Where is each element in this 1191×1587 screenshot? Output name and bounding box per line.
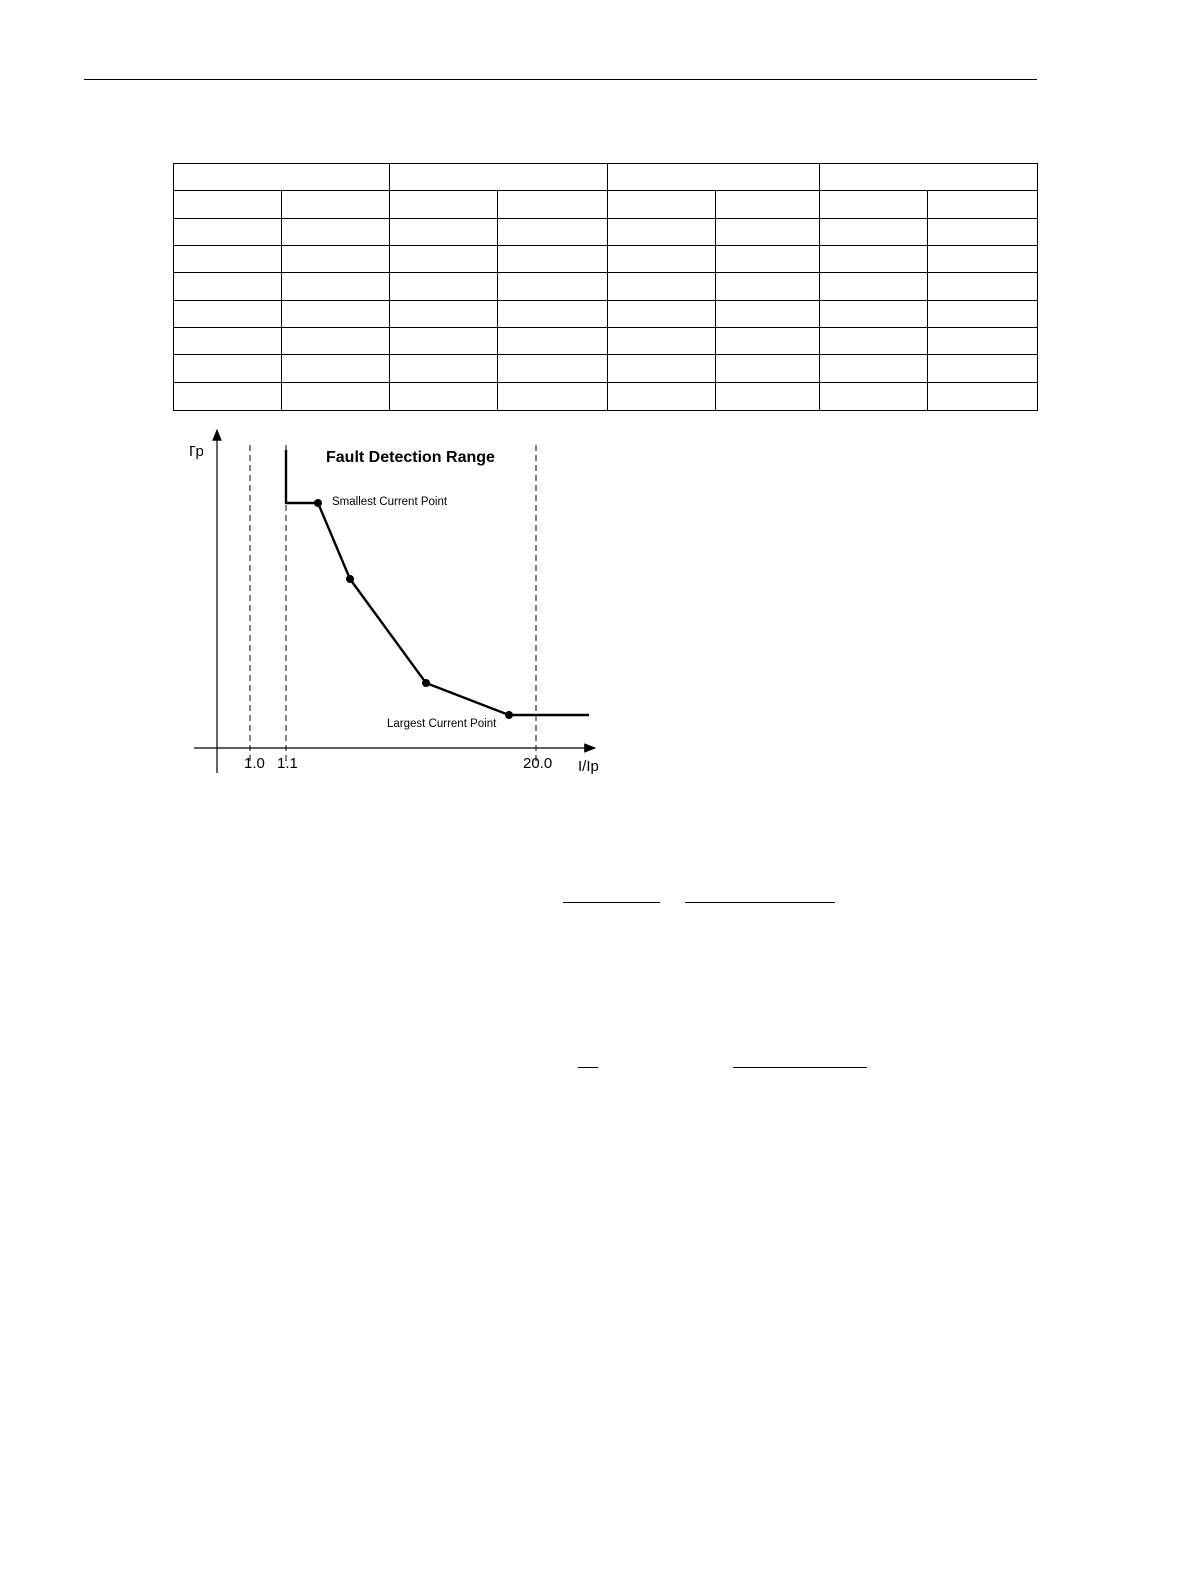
- table-cell: [173, 299, 282, 328]
- table-cell: [819, 381, 928, 412]
- table-subheader-row: [173, 190, 1038, 219]
- table-cell: [389, 190, 498, 219]
- curve-point: [505, 711, 513, 719]
- table-cell: [715, 272, 820, 301]
- table-row: [173, 381, 1038, 412]
- table-cell: [607, 299, 716, 328]
- table-cell: [173, 244, 282, 274]
- table-row: [173, 354, 1038, 383]
- x-tick-label: 20.0: [523, 755, 552, 772]
- table-cell: [389, 272, 498, 301]
- fraction-bar: [578, 1067, 598, 1068]
- table-row: [173, 272, 1038, 301]
- table-cell: [927, 326, 1038, 356]
- table-cell: [281, 326, 390, 356]
- table-cell: [927, 381, 1038, 412]
- table-group-header: [607, 162, 820, 192]
- table-cell: [281, 299, 390, 328]
- table-cell: [715, 354, 820, 383]
- table-cell: [819, 354, 928, 383]
- table-cell: [497, 217, 608, 246]
- table-cell: [281, 244, 390, 274]
- table-row: [173, 217, 1038, 246]
- curve-point: [314, 499, 322, 507]
- table-cell: [927, 217, 1038, 246]
- table-group-header: [819, 162, 1038, 192]
- table-cell: [715, 299, 820, 328]
- table-cell: [389, 244, 498, 274]
- table-cell: [715, 326, 820, 356]
- table-cell: [607, 244, 716, 274]
- x-tick-label: 1.1: [277, 755, 298, 772]
- table-cell: [173, 217, 282, 246]
- fraction-bar: [685, 902, 835, 903]
- table-cell: [607, 326, 716, 356]
- table-cell: [607, 381, 716, 412]
- table-cell: [173, 272, 282, 301]
- smallest-point-label: Smallest Current Point: [332, 496, 448, 508]
- table-cell: [389, 381, 498, 412]
- table-cell: [281, 381, 390, 412]
- table-cell: [607, 190, 716, 219]
- table-cell: [497, 272, 608, 301]
- table-cell: [927, 272, 1038, 301]
- table-cell: [819, 326, 928, 356]
- table-cell: [715, 217, 820, 246]
- curve-point: [346, 575, 354, 583]
- table-cell: [389, 217, 498, 246]
- table-cell: [497, 190, 608, 219]
- fraction-bar: [563, 902, 660, 903]
- chart-title: Fault Detection Range: [326, 449, 495, 466]
- table-cell: [173, 326, 282, 356]
- fault-detection-figure: Fault Detection Range T/Tp I/Ip Smallest…: [173, 425, 610, 785]
- table-group-header: [389, 162, 608, 192]
- table-cell: [281, 217, 390, 246]
- x-tick-label: 1.0: [244, 755, 265, 772]
- table-cell: [715, 190, 820, 219]
- table-row: [173, 326, 1038, 356]
- x-axis-label: I/Ip: [578, 758, 599, 775]
- table-cell: [173, 381, 282, 412]
- y-axis-label: T/Tp: [190, 443, 204, 460]
- table-cell: [607, 217, 716, 246]
- table-cell: [927, 190, 1038, 219]
- curve-point: [422, 679, 430, 687]
- table-cell: [497, 326, 608, 356]
- table-cell: [819, 272, 928, 301]
- table-cell: [497, 244, 608, 274]
- table-cell: [927, 354, 1038, 383]
- table-cell: [389, 354, 498, 383]
- table-cell: [281, 272, 390, 301]
- table-cell: [819, 244, 928, 274]
- table-cell: [819, 299, 928, 328]
- table-cell: [173, 354, 282, 383]
- table-cell: [497, 354, 608, 383]
- fault-detection-chart: Fault Detection Range T/Tp I/Ip Smallest…: [173, 428, 599, 775]
- header-rule: [84, 79, 1037, 80]
- table-cell: [607, 354, 716, 383]
- table-row: [173, 299, 1038, 328]
- table-cell: [819, 190, 928, 219]
- table-cell: [819, 217, 928, 246]
- table-header-row: [173, 162, 1038, 192]
- largest-point-label: Largest Current Point: [387, 718, 497, 730]
- curve-table: [173, 162, 1038, 412]
- table-cell: [715, 244, 820, 274]
- table-cell: [927, 299, 1038, 328]
- table-cell: [927, 244, 1038, 274]
- table-cell: [389, 299, 498, 328]
- table-cell: [173, 190, 282, 219]
- trip-curve: [284, 450, 589, 717]
- table-cell: [497, 299, 608, 328]
- table-cell: [497, 381, 608, 412]
- table-cell: [715, 381, 820, 412]
- table-row: [173, 244, 1038, 274]
- table-cell: [281, 354, 390, 383]
- table-cell: [607, 272, 716, 301]
- table-cell: [389, 326, 498, 356]
- table-cell: [281, 190, 390, 219]
- table-group-header: [173, 162, 390, 192]
- fraction-bar: [733, 1067, 867, 1068]
